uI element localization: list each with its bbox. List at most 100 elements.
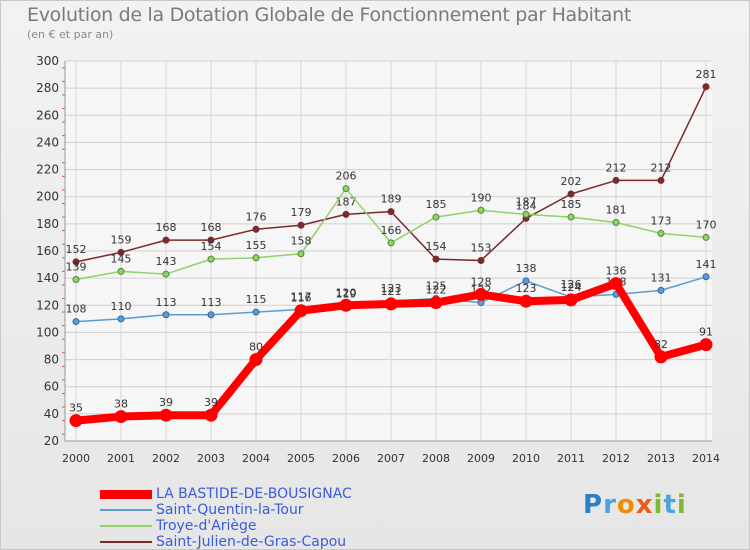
data-label-troye: 170 — [696, 218, 717, 231]
data-label-la-bastide: 116 — [291, 292, 312, 305]
data-point-saint-julien — [567, 190, 575, 198]
data-point-saint-julien — [432, 255, 440, 263]
data-point-la-bastide — [429, 296, 443, 310]
data-label-troye: 187 — [516, 195, 537, 208]
data-label-saint-julien: 176 — [246, 210, 267, 223]
y-tick-label: 280 — [36, 81, 59, 95]
legend-label: Troye-d'Ariège — [156, 518, 257, 534]
y-tick-label: 140 — [36, 271, 59, 285]
y-tick-label: 200 — [36, 190, 59, 204]
data-label-la-bastide: 120 — [336, 286, 357, 299]
data-label-saint-julien: 281 — [696, 68, 717, 81]
legend-label: Saint-Julien-de-Gras-Capou — [156, 534, 347, 550]
x-tick-label: 2005 — [287, 452, 315, 465]
data-label-troye: 173 — [651, 214, 672, 227]
data-point-saint-julien — [612, 176, 620, 184]
data-point-saint-julien — [342, 210, 350, 218]
data-label-troye: 185 — [426, 198, 447, 211]
legend-swatch-la-bastide — [100, 489, 152, 499]
chart-subtitle: (en € et par an) — [27, 28, 114, 41]
x-tick-label: 2010 — [512, 452, 540, 465]
legend-swatch-saint-julien — [100, 541, 152, 543]
x-tick-label: 2003 — [197, 452, 225, 465]
data-label-la-bastide: 38 — [114, 398, 128, 411]
data-label-la-bastide: 39 — [159, 396, 173, 409]
data-point-la-bastide — [474, 287, 488, 301]
y-tick-label: 160 — [36, 244, 59, 258]
x-tick-label: 2004 — [242, 452, 270, 465]
y-tick-label: 40 — [44, 407, 59, 421]
data-point-la-bastide — [654, 350, 668, 364]
data-point-saint-quentin — [657, 286, 665, 294]
data-point-saint-quentin — [702, 273, 710, 281]
data-label-la-bastide: 39 — [204, 396, 218, 409]
data-point-la-bastide — [339, 298, 353, 312]
x-tick-label: 2000 — [62, 452, 90, 465]
y-tick-label: 80 — [44, 353, 59, 367]
data-point-troye — [567, 213, 575, 221]
x-tick-label: 2007 — [377, 452, 405, 465]
data-point-saint-quentin — [522, 277, 530, 285]
y-tick-label: 180 — [36, 217, 59, 231]
data-point-saint-julien — [297, 221, 305, 229]
chart-title: Evolution de la Dotation Globale de Fonc… — [27, 4, 632, 26]
data-label-saint-julien: 168 — [156, 221, 177, 234]
y-tick-label: 60 — [44, 380, 59, 394]
data-point-saint-quentin — [207, 311, 215, 319]
data-point-la-bastide — [564, 293, 578, 307]
data-point-troye — [252, 254, 260, 262]
legend-swatch-saint-quentin — [100, 509, 152, 511]
data-label-troye: 206 — [336, 170, 357, 183]
data-label-saint-quentin: 126 — [561, 278, 582, 291]
data-point-la-bastide — [69, 414, 83, 428]
legend-item: Saint-Julien-de-Gras-Capou — [100, 534, 352, 550]
data-label-la-bastide: 123 — [516, 282, 537, 295]
legend-item: LA BASTIDE-DE-BOUSIGNAC — [100, 486, 352, 502]
data-label-saint-julien: 159 — [111, 233, 132, 246]
legend-item: Troye-d'Ariège — [100, 518, 352, 534]
data-label-troye: 139 — [66, 261, 87, 274]
data-label-troye: 190 — [471, 191, 492, 204]
data-label-saint-quentin: 138 — [516, 262, 537, 275]
y-tick-label: 100 — [36, 325, 59, 339]
data-label-la-bastide: 82 — [654, 338, 668, 351]
x-tick-label: 2012 — [602, 452, 630, 465]
brand-logo: Proxiti — [583, 490, 687, 520]
data-label-troye: 185 — [561, 198, 582, 211]
data-point-la-bastide — [609, 277, 623, 291]
data-label-saint-julien: 153 — [471, 242, 492, 255]
data-point-la-bastide — [114, 410, 128, 424]
data-label-saint-quentin: 117 — [291, 290, 312, 303]
data-label-la-bastide: 128 — [471, 275, 492, 288]
data-point-troye — [522, 210, 530, 218]
x-tick-label: 2006 — [332, 452, 360, 465]
data-label-saint-julien: 212 — [651, 161, 672, 174]
data-point-troye — [72, 276, 80, 283]
data-label-saint-julien: 202 — [561, 175, 582, 188]
data-point-troye — [657, 229, 665, 237]
data-label-troye: 145 — [111, 252, 132, 265]
data-point-saint-quentin — [72, 318, 80, 326]
data-point-saint-julien — [657, 176, 665, 184]
data-point-troye — [432, 213, 440, 221]
y-tick-label: 20 — [44, 434, 59, 448]
data-point-la-bastide — [699, 338, 713, 352]
data-label-troye: 166 — [381, 224, 402, 237]
data-point-saint-julien — [72, 258, 80, 266]
data-label-la-bastide: 80 — [249, 341, 263, 354]
data-label-saint-julien: 212 — [606, 161, 627, 174]
data-point-saint-julien — [207, 236, 215, 244]
x-tick-label: 2008 — [422, 452, 450, 465]
data-point-troye — [297, 250, 305, 258]
data-point-la-bastide — [519, 294, 533, 308]
data-point-troye — [342, 185, 350, 193]
data-label-saint-quentin: 119 — [336, 288, 357, 301]
data-point-saint-julien — [702, 83, 710, 91]
data-label-troye: 143 — [156, 255, 177, 268]
data-label-la-bastide: 121 — [381, 285, 402, 298]
legend: LA BASTIDE-DE-BOUSIGNAC Saint-Quentin-la… — [100, 486, 352, 550]
data-label-saint-julien: 154 — [426, 240, 447, 253]
data-point-saint-julien — [477, 257, 485, 264]
data-point-la-bastide — [249, 353, 263, 367]
